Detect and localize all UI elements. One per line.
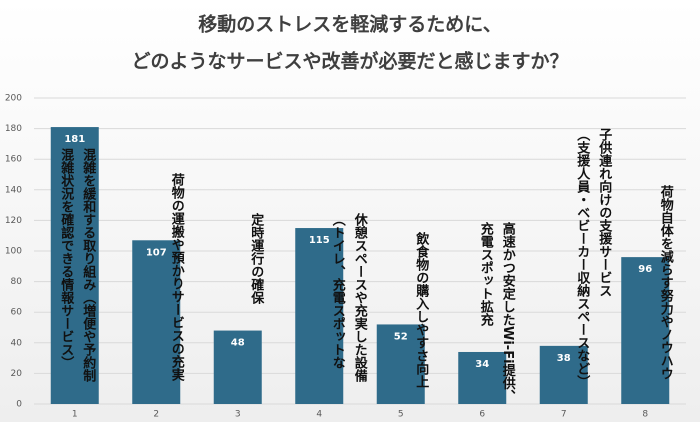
bar: [621, 257, 670, 404]
bar: [458, 351, 507, 404]
y-tick-label: 0: [16, 400, 22, 410]
bar: [50, 127, 99, 404]
bar: [213, 330, 262, 404]
y-tick-label: 40: [11, 338, 23, 348]
y-tick-label: 120: [5, 216, 22, 226]
y-tick-label: 20: [11, 369, 23, 379]
annotation: 子供連れ向けの支援サービス: [596, 128, 613, 297]
x-tick-label: 2: [153, 410, 159, 420]
x-tick-label: 6: [479, 410, 485, 420]
x-tick-label: 3: [235, 410, 241, 420]
value-label: 52: [394, 331, 408, 342]
x-tick-label: 8: [642, 410, 648, 420]
y-tick-label: 140: [5, 185, 22, 195]
bar: [295, 228, 344, 404]
y-tick-label: 100: [5, 247, 22, 257]
x-tick-label: 1: [72, 410, 78, 420]
annotation: （支援人員・ベビーカー収納スペースなど）: [574, 128, 591, 388]
annotation: 休憩スペースや充実した設備: [352, 212, 369, 383]
annotation: 混雑を緩和する取り組み（増便や予約制: [80, 148, 97, 383]
annotation: 荷物の運搬や預かりサービスの充実: [169, 172, 186, 382]
bar: [132, 240, 181, 404]
annotation: 荷物自体を減らす努力やノウハウ: [658, 184, 675, 380]
value-label: 107: [146, 247, 167, 258]
y-tick-label: 80: [11, 277, 23, 287]
chart-title: どのようなサービスや改善が必要だと感じますか？: [131, 50, 568, 73]
annotation: 飲食物の購入しやすさ向上: [413, 231, 430, 388]
value-label: 34: [475, 359, 489, 370]
bar: [539, 345, 588, 404]
annotation: 充電スポット拡充: [478, 221, 494, 327]
annotation: （トイレ、充電スポットな: [330, 213, 347, 369]
value-label: 38: [557, 353, 571, 364]
value-label: 115: [309, 235, 330, 246]
chart-title: 移動のストレスを軽減するために、: [198, 13, 501, 36]
x-tick-label: 7: [561, 410, 567, 420]
annotation: 定時運行の確保: [248, 212, 265, 305]
value-label: 181: [64, 134, 85, 145]
value-label: 96: [638, 264, 652, 275]
y-tick-label: 200: [5, 94, 22, 104]
y-tick-label: 180: [5, 124, 22, 134]
x-tick-label: 4: [316, 410, 322, 420]
y-tick-label: 60: [11, 308, 23, 318]
bar: [376, 324, 425, 404]
annotation: 混雑状況を確認できる情報サービス）: [58, 148, 75, 369]
x-tick-label: 5: [398, 410, 404, 420]
annotation: 高速かつ安定したWi-Fi提供、: [500, 221, 517, 402]
value-label: 48: [231, 338, 245, 349]
y-tick-label: 160: [5, 155, 22, 165]
